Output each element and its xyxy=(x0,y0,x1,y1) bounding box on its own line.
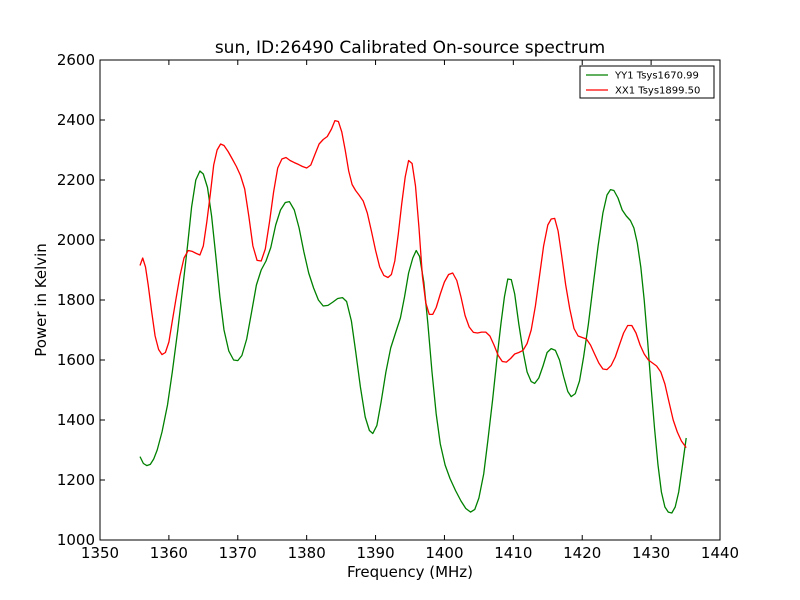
x-tick-label-0: 1350 xyxy=(81,544,119,562)
legend-label-0: YY1 Tsys1670.99 xyxy=(614,71,699,82)
x-tick-label-1: 1360 xyxy=(150,544,188,562)
y-tick-label-0: 1000 xyxy=(57,531,95,549)
x-tick-label-5: 1400 xyxy=(425,544,463,562)
x-tick-label-9: 1440 xyxy=(701,544,739,562)
chart-title: sun, ID:26490 Calibrated On-source spect… xyxy=(215,38,605,58)
x-tick-label-8: 1430 xyxy=(632,544,670,562)
ticks-layer: 1350 1360 1370 1380 1390 1400 1410 1420 1430 1440… xyxy=(57,51,739,562)
legend-label-1: XX1 Tsys1899.50 xyxy=(615,86,700,97)
x-tick-label-2: 1370 xyxy=(219,544,257,562)
legend-box xyxy=(579,65,715,99)
y-tick-label-4: 1800 xyxy=(57,291,95,309)
y-tick-label-5: 2000 xyxy=(57,231,95,249)
x-tick-label-4: 1390 xyxy=(356,544,394,562)
y-tick-label-7: 2400 xyxy=(57,111,95,129)
x-tick-label-3: 1380 xyxy=(288,544,326,562)
y-tick-label-1: 1200 xyxy=(57,471,95,489)
legend: YY1 Tsys1670.99 XX1 Tsys1899.50 xyxy=(579,65,715,99)
y-tick-label-2: 1400 xyxy=(57,411,95,429)
y-tick-label-8: 2600 xyxy=(57,51,95,69)
x-axis-label: Frequency (MHz) xyxy=(347,563,473,581)
plot-frame xyxy=(99,59,721,541)
y-axis-label: Power in Kelvin xyxy=(32,243,50,357)
x-tick-label-6: 1410 xyxy=(494,544,532,562)
series-layer xyxy=(139,119,687,514)
series-line-1 xyxy=(139,119,687,448)
x-tick-label-7: 1420 xyxy=(563,544,601,562)
y-tick-label-3: 1600 xyxy=(57,351,95,369)
y-tick-label-6: 2200 xyxy=(57,171,95,189)
